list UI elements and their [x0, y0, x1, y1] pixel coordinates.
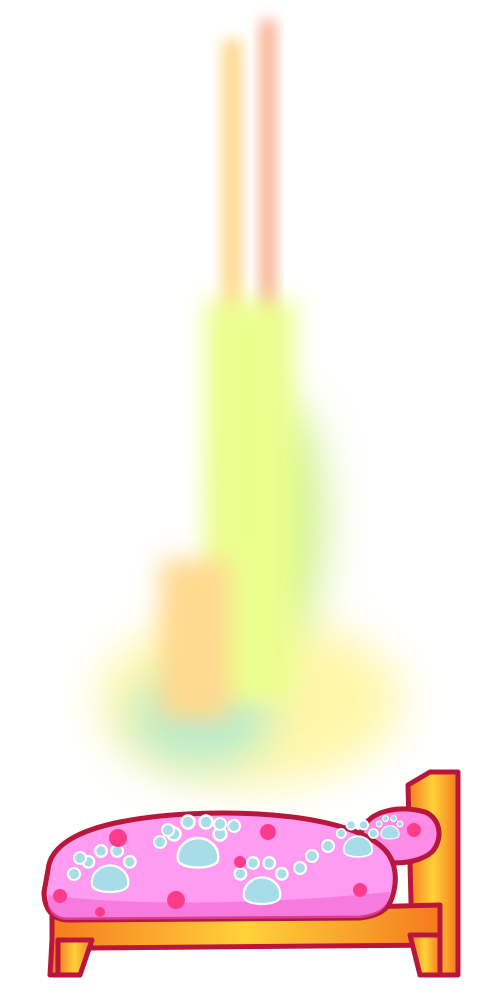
pink-dot — [167, 891, 185, 909]
ring-dot — [227, 819, 241, 833]
pink-dot — [95, 907, 105, 917]
bed-leg-left — [55, 937, 95, 978]
ring-dot — [293, 861, 307, 875]
pink-dot — [353, 883, 367, 897]
ring-dot — [321, 839, 335, 853]
bed-leg-right — [407, 932, 443, 978]
pink-dot — [407, 823, 421, 837]
ring-dot — [67, 867, 81, 881]
paw-print-icon — [233, 856, 289, 906]
dot-pattern — [53, 823, 421, 917]
ring-dot — [305, 849, 319, 863]
ring-dot — [161, 823, 175, 837]
ring-dot — [73, 851, 87, 865]
bed-icon — [41, 769, 461, 978]
pink-dot — [260, 824, 276, 840]
paw-print-icon — [81, 844, 137, 894]
pink-dot — [234, 856, 246, 868]
pink-dot — [109, 829, 127, 847]
paw-print-pattern — [67, 814, 404, 906]
pink-dot — [53, 889, 67, 903]
paw-print-icon — [375, 815, 404, 840]
bed-blanket-shadow — [47, 892, 391, 920]
ring-dot — [153, 835, 167, 849]
rainbow-light-beam-icon — [100, 20, 400, 785]
paw-print-icon — [335, 819, 379, 858]
ring-dot — [213, 817, 227, 831]
